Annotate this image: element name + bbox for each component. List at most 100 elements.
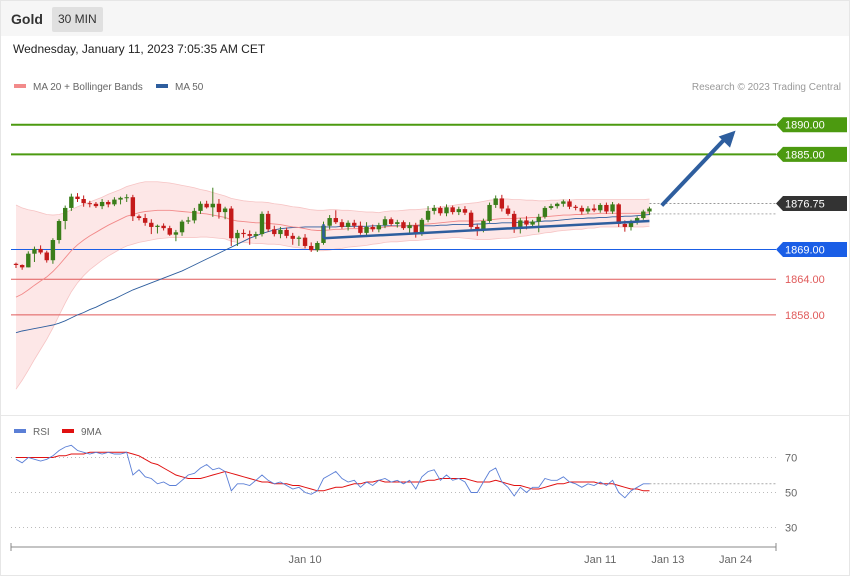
candle [561, 199, 566, 207]
candle [487, 202, 492, 223]
candle-body [511, 213, 517, 227]
candle [216, 199, 222, 219]
candle-body [548, 206, 554, 208]
candle-body [579, 207, 584, 212]
x-tick-label: Jan 10 [289, 554, 322, 566]
candle [573, 204, 578, 211]
candle-body [475, 226, 480, 230]
candle [567, 199, 572, 210]
candle [548, 203, 554, 210]
candle [425, 206, 431, 223]
candle-body [407, 225, 412, 229]
candle-body [26, 253, 31, 268]
moving-averages [15, 209, 650, 334]
candle-body [505, 208, 511, 214]
candle [198, 201, 203, 214]
candle-body [364, 226, 369, 233]
candle [69, 193, 74, 211]
candle [265, 210, 271, 232]
candle [142, 213, 148, 226]
level-tag-1876-75 [776, 195, 847, 211]
candle-body [604, 204, 609, 212]
candle-body [296, 237, 302, 239]
candle-body [432, 207, 437, 211]
legend-label-rsi: RSI [33, 427, 50, 438]
candle [358, 221, 363, 235]
candle-body [75, 196, 80, 200]
bollinger-upper-line [15, 181, 650, 216]
candle-body [339, 222, 345, 227]
candle-body [278, 229, 283, 235]
candle [555, 202, 560, 209]
candle-body [63, 207, 68, 221]
candle-body [259, 213, 265, 235]
candle-body [641, 211, 646, 219]
bollinger-bands [15, 181, 650, 390]
level-label-1864-00: 1864.00 [785, 274, 825, 286]
candle [395, 219, 400, 228]
level-label-1858-00: 1858.00 [785, 310, 825, 322]
candle [149, 219, 154, 235]
candle-body [106, 201, 111, 205]
candle [499, 194, 505, 212]
candle-body [309, 245, 314, 251]
rsi-level-label-30: 30 [785, 523, 797, 535]
timeframe-badge[interactable]: 30 MIN [52, 7, 103, 32]
x-tick-label: Jan 24 [719, 554, 752, 566]
candle-body [585, 208, 591, 212]
candle-body [542, 207, 548, 217]
candle [518, 218, 523, 234]
candle-body [450, 207, 455, 213]
candle-body [352, 222, 357, 226]
candle [63, 205, 68, 230]
rsi-level-label-50: 50 [785, 488, 797, 500]
candle [222, 206, 228, 220]
candle-body [487, 204, 492, 221]
ma20-line [15, 209, 650, 298]
level-tag-1869-00 [776, 242, 847, 258]
candle-body [284, 229, 289, 236]
candle [327, 215, 332, 230]
candle-body [87, 203, 92, 205]
candle-body [142, 218, 148, 223]
candle [118, 196, 123, 205]
candle-body [634, 218, 640, 223]
time-axis: Jan 10 Jan 11 Jan 13 Jan 24 [10, 543, 777, 566]
candle-body [530, 221, 535, 225]
candle [450, 205, 455, 215]
candle [253, 231, 259, 239]
level-labels: 1890.00 1885.00 1876.75 1869.00 1864.00 1858.… [776, 117, 847, 322]
candle [241, 229, 246, 238]
candle-body [419, 219, 425, 235]
candle-body [395, 222, 400, 224]
support-trendline [323, 219, 650, 240]
candle [505, 205, 511, 216]
candle-body [444, 207, 449, 214]
candle [579, 205, 584, 215]
bollinger-band-area [16, 181, 650, 390]
candle-body [13, 263, 19, 265]
candle-body [167, 228, 172, 235]
candle [278, 226, 283, 239]
candle-body [376, 225, 382, 230]
candle-body [518, 220, 523, 227]
candle-body [124, 197, 129, 199]
candle-body [591, 208, 597, 211]
ma50-line [15, 214, 650, 334]
candle-body [481, 221, 486, 230]
candle [272, 225, 277, 237]
candle [641, 209, 646, 220]
symbol-title: Gold [11, 11, 43, 27]
candle [388, 217, 394, 226]
rsi-line [15, 444, 650, 499]
legend-swatch-ma50 [156, 84, 168, 88]
candle-body [370, 226, 375, 230]
candle-body [493, 198, 498, 205]
candle-body [56, 221, 62, 241]
legend-swatch-9ma [62, 429, 74, 433]
candle-body [19, 264, 25, 268]
candle-body [413, 225, 418, 235]
candle-body [327, 218, 332, 226]
